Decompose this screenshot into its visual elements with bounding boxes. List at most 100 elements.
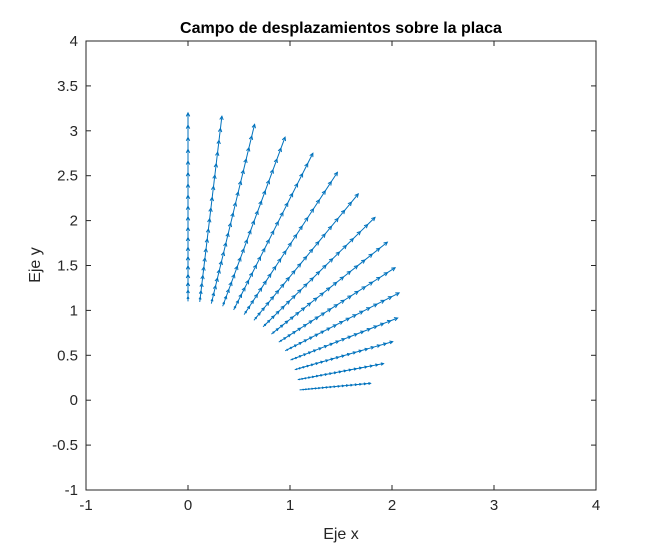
quiver-arrow-shaft (236, 257, 242, 267)
quiver-arrow-shaft (287, 316, 294, 322)
quiver-arrow (365, 381, 372, 385)
quiver-arrow-shaft (282, 202, 289, 213)
quiver-arrow-shaft (311, 316, 319, 322)
quiver-arrow-shaft (360, 224, 369, 232)
quiver-arrow-shaft (343, 270, 351, 278)
quiver-arrow-head (380, 362, 385, 366)
quiver-arrow-shaft (350, 290, 359, 297)
quiver-arrow (391, 292, 401, 298)
quiver-arrow-shaft (233, 266, 238, 275)
quiver-arrow-shaft (339, 244, 347, 253)
quiver-arrow-shaft (350, 265, 359, 272)
quiver-arrow-shaft (213, 285, 217, 293)
quiver-arrow-shaft (280, 136, 286, 149)
quiver-arrow-shaft (221, 252, 225, 262)
quiver-arrow-shaft (277, 212, 284, 222)
quiver-arrow-head (281, 136, 287, 142)
quiver-arrow-shaft (310, 297, 318, 304)
quiver-arrow-head (371, 216, 376, 222)
quiver-arrow-shaft (294, 263, 302, 271)
x-tick-label: 4 (592, 497, 600, 514)
quiver-arrow (330, 171, 339, 182)
quiver-arrow-shaft (330, 304, 338, 310)
quiver-arrow-shaft (243, 158, 247, 171)
quiver-arrow-shaft (285, 242, 292, 252)
quiver-arrow-shaft (232, 202, 237, 214)
quiver-arrow-shaft (369, 303, 378, 309)
quiver-arrow-shaft (218, 261, 223, 270)
quiver-arrow-shaft (323, 327, 331, 332)
quiver-arrow-shaft (288, 270, 296, 278)
quiver-arrow-head (354, 193, 359, 198)
quiver-arrow-shaft (337, 299, 345, 305)
y-tick-label: 2 (70, 213, 78, 230)
quiver-arrow-shaft (283, 300, 290, 307)
quiver-arrow-shaft (263, 301, 270, 309)
quiver-arrow-shaft (325, 258, 334, 266)
quiver-arrow (351, 193, 359, 203)
plot-box (85, 40, 597, 491)
y-tick-label: 3.5 (57, 78, 78, 95)
x-tick-label: 0 (184, 497, 192, 514)
quiver-arrow-shaft (204, 248, 207, 259)
quiver-arrow-shaft (287, 193, 294, 204)
quiver-arrow-shaft (275, 258, 282, 267)
quiver-arrow (390, 317, 399, 322)
quiver-arrow-shaft (273, 310, 280, 317)
quiver-arrow-shaft (324, 181, 332, 192)
quiver-arrow-head (295, 368, 299, 371)
quiver-arrow-shaft (251, 264, 257, 274)
quiver-arrow-shaft (323, 287, 331, 294)
quiver-arrow-shaft (298, 307, 305, 313)
quiver-arrow-shaft (278, 305, 285, 312)
quiver-arrow-head (298, 378, 302, 381)
quiver-arrow (387, 267, 397, 274)
quiver-arrow-shaft (318, 233, 326, 242)
quiver-arrow-shaft (253, 210, 259, 222)
quiver-arrow-shaft (265, 273, 272, 282)
quiver-arrow-shaft (228, 281, 233, 290)
quiver-arrow-shaft (294, 289, 302, 296)
quiver-arrow-shaft (301, 217, 309, 227)
quiver-arrow-shaft (251, 124, 256, 137)
quiver-arrow-shaft (353, 231, 361, 239)
quiver-arrow-shaft (329, 281, 337, 289)
quiver-arrow (280, 136, 287, 149)
quiver-arrow-head (383, 241, 389, 246)
y-tick-label: 0.5 (57, 347, 78, 364)
y-tick-label: 1 (70, 302, 78, 319)
y-tick-label: 2.5 (57, 168, 78, 185)
quiver-arrow (367, 216, 376, 225)
quiver-arrow-shaft (276, 148, 282, 160)
quiver-arrow-shaft (376, 299, 385, 305)
quiver-arrow-head (395, 292, 401, 297)
quiver-arrow-shaft (362, 307, 371, 312)
quiver-arrow-shaft (245, 147, 250, 160)
quiver-arrow-shaft (383, 320, 391, 324)
quiver-arrow-shaft (355, 310, 364, 316)
quiver-arrow-shaft (296, 225, 303, 235)
quiver-arrow-shaft (300, 283, 308, 291)
quiver-arrow-shaft (330, 172, 338, 182)
quiver-arrow-shaft (292, 311, 300, 318)
quiver-arrow-shaft (230, 212, 234, 224)
quiver-arrow-shaft (211, 186, 215, 198)
quiver-arrow-head (389, 340, 394, 345)
quiver-arrow-head (368, 381, 372, 385)
quiver-arrow-shaft (337, 209, 346, 219)
quiver-arrow-shaft (201, 275, 204, 284)
quiver-arrow-shaft (206, 228, 209, 240)
quiver-arrow-shaft (268, 169, 274, 181)
quiver-arrow-shaft (264, 239, 270, 249)
quiver-arrow-shaft (248, 135, 253, 148)
quiver-arrow-shaft (255, 256, 261, 266)
quiver-arrow-shaft (205, 238, 208, 249)
quiver-arrow-shaft (273, 290, 280, 297)
quiver-arrow (307, 152, 314, 164)
quiver-arrow-shaft (370, 325, 378, 330)
quiver-arrow-shaft (240, 248, 245, 258)
quiver-arrow-shaft (350, 333, 358, 337)
quiver-arrow-shaft (332, 251, 340, 260)
quiver-arrow-head (309, 152, 314, 158)
quiver-arrow-shaft (324, 225, 332, 235)
